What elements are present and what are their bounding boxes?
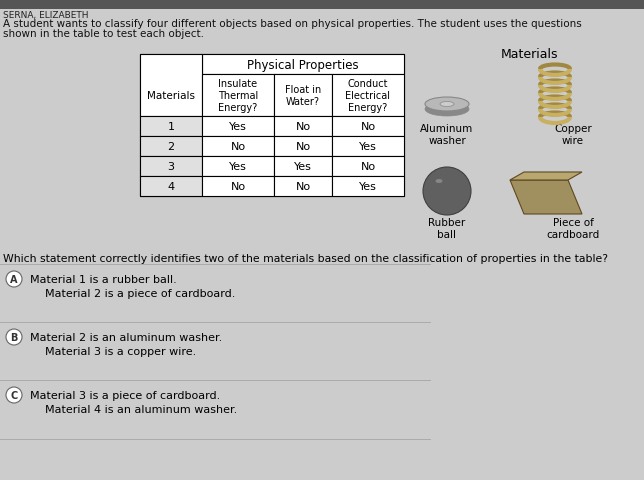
Polygon shape	[510, 173, 582, 180]
Text: Yes: Yes	[359, 181, 377, 192]
Text: No: No	[296, 181, 310, 192]
Text: 1: 1	[167, 122, 175, 132]
Text: Material 4 is an aluminum washer.: Material 4 is an aluminum washer.	[45, 404, 237, 414]
FancyBboxPatch shape	[332, 117, 404, 137]
FancyBboxPatch shape	[202, 55, 404, 75]
FancyBboxPatch shape	[274, 156, 332, 177]
Circle shape	[6, 271, 22, 288]
Text: shown in the table to test each object.: shown in the table to test each object.	[3, 29, 204, 39]
FancyBboxPatch shape	[274, 137, 332, 156]
Text: Rubber
ball: Rubber ball	[428, 217, 466, 239]
FancyBboxPatch shape	[332, 137, 404, 156]
FancyBboxPatch shape	[274, 75, 332, 117]
Text: Material 1 is a rubber ball.: Material 1 is a rubber ball.	[30, 275, 176, 285]
FancyBboxPatch shape	[274, 177, 332, 197]
FancyBboxPatch shape	[274, 117, 332, 137]
FancyBboxPatch shape	[140, 55, 404, 197]
FancyBboxPatch shape	[140, 55, 202, 117]
Text: No: No	[231, 181, 245, 192]
Text: Float in
Water?: Float in Water?	[285, 85, 321, 107]
Text: Physical Properties: Physical Properties	[247, 59, 359, 72]
Text: Yes: Yes	[294, 162, 312, 172]
Ellipse shape	[440, 102, 454, 107]
Text: Material 3 is a piece of cardboard.: Material 3 is a piece of cardboard.	[30, 390, 220, 400]
Ellipse shape	[435, 180, 442, 184]
Text: Material 2 is an aluminum washer.: Material 2 is an aluminum washer.	[30, 332, 222, 342]
FancyBboxPatch shape	[202, 137, 274, 156]
Circle shape	[6, 387, 22, 403]
Text: Which statement correctly identifies two of the materials based on the classific: Which statement correctly identifies two…	[3, 253, 608, 264]
Text: Material 3 is a copper wire.: Material 3 is a copper wire.	[45, 346, 196, 356]
Text: Yes: Yes	[359, 142, 377, 152]
FancyBboxPatch shape	[140, 117, 202, 137]
FancyBboxPatch shape	[140, 177, 202, 197]
FancyBboxPatch shape	[0, 0, 644, 10]
Text: 4: 4	[167, 181, 175, 192]
Text: No: No	[231, 142, 245, 152]
Text: C: C	[10, 390, 17, 400]
Text: Yes: Yes	[229, 162, 247, 172]
Text: No: No	[296, 122, 310, 132]
Text: Aluminum
washer: Aluminum washer	[421, 124, 473, 145]
Text: Conduct
Electrical
Energy?: Conduct Electrical Energy?	[345, 79, 390, 112]
Ellipse shape	[425, 98, 469, 112]
FancyBboxPatch shape	[202, 75, 274, 117]
Text: Piece of
cardboard: Piece of cardboard	[546, 217, 600, 239]
Text: B: B	[10, 332, 17, 342]
Text: Yes: Yes	[229, 122, 247, 132]
Text: 3: 3	[167, 162, 175, 172]
Text: Materials: Materials	[147, 91, 195, 101]
Text: No: No	[361, 122, 375, 132]
Text: No: No	[296, 142, 310, 152]
Circle shape	[6, 329, 22, 345]
Polygon shape	[510, 180, 582, 215]
FancyBboxPatch shape	[140, 137, 202, 156]
Text: A student wants to classify four different objects based on physical properties.: A student wants to classify four differe…	[3, 19, 582, 29]
FancyBboxPatch shape	[202, 177, 274, 197]
FancyBboxPatch shape	[332, 156, 404, 177]
Text: Materials: Materials	[501, 48, 559, 61]
Ellipse shape	[425, 103, 469, 117]
Text: Insulate
Thermal
Energy?: Insulate Thermal Energy?	[218, 79, 258, 112]
Text: A: A	[10, 275, 18, 285]
FancyBboxPatch shape	[332, 75, 404, 117]
Circle shape	[423, 168, 471, 216]
FancyBboxPatch shape	[332, 177, 404, 197]
Text: No: No	[361, 162, 375, 172]
Text: SERNA, ELIZABETH: SERNA, ELIZABETH	[3, 11, 88, 20]
Text: Copper
wire: Copper wire	[554, 124, 592, 145]
FancyBboxPatch shape	[202, 117, 274, 137]
Text: 2: 2	[167, 142, 175, 152]
FancyBboxPatch shape	[202, 156, 274, 177]
Text: Material 2 is a piece of cardboard.: Material 2 is a piece of cardboard.	[45, 288, 235, 299]
FancyBboxPatch shape	[140, 156, 202, 177]
